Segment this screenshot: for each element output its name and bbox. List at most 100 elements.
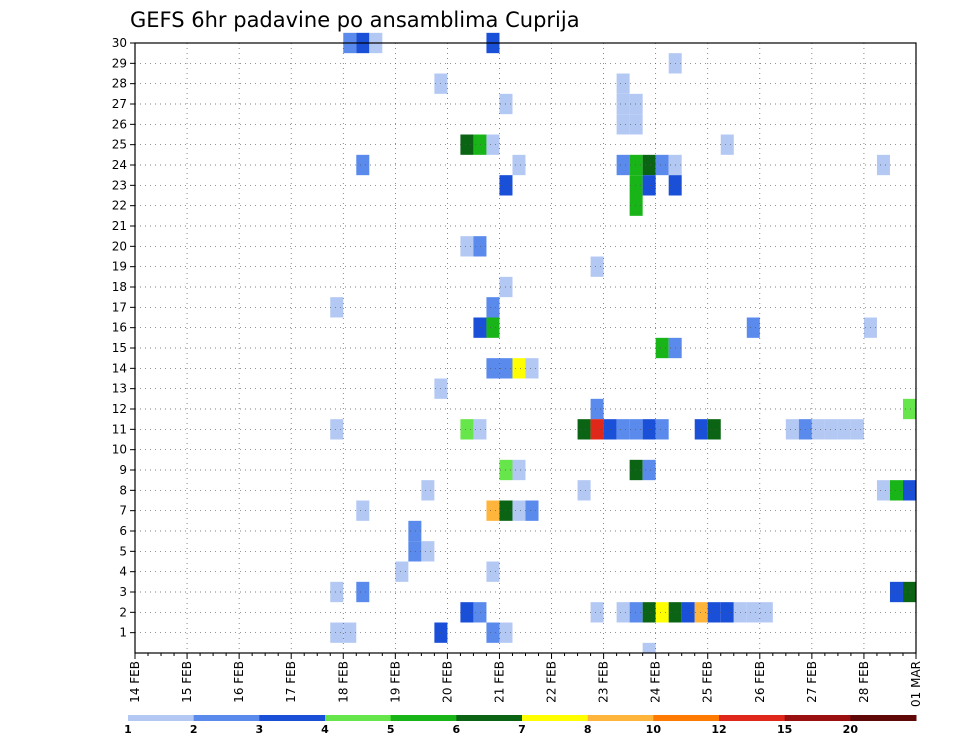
x-tick-label: 25 FEB (701, 661, 715, 703)
heatmap-cell (525, 500, 539, 521)
x-axis: 14 FEB 15 FEB 16 FEB 17 FEB 18 FEB 19 FEB 20 F… (128, 653, 923, 707)
y-tick-label: 4 (119, 565, 127, 579)
heatmap-cell (824, 419, 838, 440)
heatmap-cell (629, 602, 643, 623)
y-tick-label: 26 (112, 117, 127, 131)
heatmap-cell (486, 561, 500, 582)
colorbar-swatch (390, 715, 457, 721)
heatmap-cell (460, 602, 474, 623)
colorbar-label: 3 (256, 723, 264, 736)
heatmap-cell (356, 154, 370, 176)
heatmap-cell (473, 134, 487, 155)
y-tick-label: 30 (112, 36, 127, 50)
heatmap-cell (590, 398, 604, 420)
y-tick-label: 6 (119, 524, 127, 538)
colorbar-swatch (259, 715, 326, 721)
heatmap-cell (629, 419, 643, 440)
x-tick-label: 27 FEB (805, 661, 819, 703)
heatmap-cell (408, 541, 422, 562)
heatmap-cell (525, 358, 539, 379)
plot-grid (135, 43, 916, 653)
x-tick-label: 16 FEB (232, 661, 246, 703)
heatmap-cell (694, 602, 708, 623)
colorbar-swatch (719, 715, 786, 721)
heatmap-cell (421, 541, 435, 562)
heatmap-cell (473, 317, 487, 338)
heatmap-cell (512, 154, 526, 176)
heatmap-cell (902, 480, 916, 501)
heatmap-cell (421, 480, 435, 501)
heatmap-cell (707, 602, 721, 623)
heatmap-cell (460, 236, 474, 257)
y-tick-label: 28 (112, 77, 127, 91)
colorbar-label: 1 (124, 723, 132, 736)
colorbar-label: 4 (321, 723, 329, 736)
heatmap-cell (486, 500, 500, 521)
colorbar-label: 15 (777, 723, 792, 736)
heatmap-cell (759, 602, 773, 623)
y-tick-label: 12 (112, 402, 127, 416)
heatmap-cell (486, 317, 500, 338)
heatmap-cell (395, 561, 409, 582)
heatmap-cell (473, 602, 487, 623)
colorbar: 1 2 3 4 5 6 7 8 10 12 15 20 (124, 715, 917, 736)
y-tick-label: 18 (112, 280, 127, 294)
heatmap-cell (642, 154, 656, 176)
heatmap-cell (486, 358, 500, 379)
heatmap-cell (746, 317, 760, 338)
heatmap-cell (616, 93, 630, 115)
y-axis: 1234567891011121314151617181920212223242… (112, 36, 135, 640)
heatmap-cell (902, 398, 916, 420)
heatmap-cell (330, 419, 344, 440)
heatmap-cell (642, 459, 656, 481)
colorbar-swatch (653, 715, 720, 721)
heatmap-cell (655, 419, 669, 440)
x-tick-label: 14 FEB (128, 661, 142, 703)
y-tick-label: 5 (119, 544, 127, 558)
heatmap-cell (616, 114, 630, 135)
heatmap-cell (408, 520, 422, 542)
y-tick-label: 21 (112, 219, 127, 233)
y-tick-label: 15 (112, 341, 127, 355)
heatmap-cell (473, 236, 487, 257)
heatmap-cell (902, 581, 916, 603)
heatmap-cell (512, 500, 526, 521)
heatmap-cell (629, 195, 643, 216)
x-tick-label: 26 FEB (753, 661, 767, 703)
x-tick-label: 18 FEB (336, 661, 350, 703)
heatmap-cell (590, 419, 604, 440)
heatmap-cell (616, 602, 630, 623)
heatmap-cell (590, 256, 604, 277)
heatmap-cell (629, 459, 643, 481)
colorbar-label: 12 (711, 723, 726, 736)
x-tick-label: 20 FEB (440, 661, 454, 703)
y-tick-label: 29 (112, 56, 127, 70)
chart-title: GEFS 6hr padavine po ansamblima Cuprija (130, 8, 580, 32)
y-tick-label: 19 (112, 260, 127, 274)
x-tick-label: 19 FEB (388, 661, 402, 703)
y-tick-label: 16 (112, 321, 127, 335)
y-tick-label: 20 (112, 239, 127, 253)
heatmap-cell (616, 419, 630, 440)
y-tick-label: 14 (112, 361, 127, 375)
colorbar-label: 2 (190, 723, 198, 736)
colorbar-swatch (587, 715, 654, 721)
heatmap-cell (889, 581, 903, 603)
y-tick-label: 13 (112, 382, 127, 396)
y-tick-label: 11 (112, 422, 127, 436)
y-tick-label: 9 (119, 463, 127, 477)
colorbar-label: 5 (387, 723, 395, 736)
heatmap-cell (655, 337, 669, 359)
heatmap-cell (616, 154, 630, 176)
heatmap-cell (642, 175, 656, 196)
heatmap-cell (837, 419, 851, 440)
heatmap-cell (889, 480, 903, 501)
colorbar-swatch (456, 715, 523, 721)
colorbar-swatch (325, 715, 392, 721)
colorbar-label: 10 (646, 723, 662, 736)
heatmap-cell (746, 602, 760, 623)
colorbar-label: 7 (518, 723, 526, 736)
heatmap-cell (577, 480, 591, 501)
colorbar-swatch (522, 715, 589, 721)
